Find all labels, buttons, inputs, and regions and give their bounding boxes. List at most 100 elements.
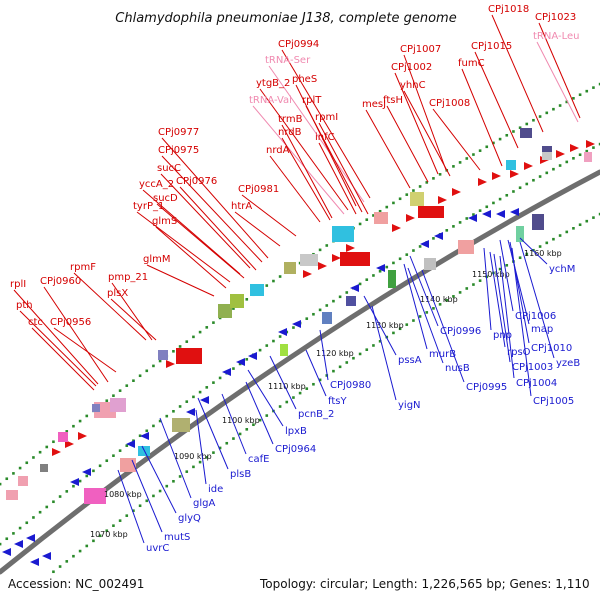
reverse-gene-arrow [82,468,91,476]
gene-feature-box [280,344,288,356]
outer-dot [198,330,202,334]
forward-gene-arrow [556,150,565,158]
middle-dot [258,348,262,352]
outer-leader-line [538,22,581,119]
inner-leader-line [403,263,428,350]
outer-gene-label: tyrP_1 [133,201,164,212]
outer-dot [32,456,35,459]
inner-dot [292,396,295,399]
inner-leader-line [197,397,229,470]
inner-dot [412,319,415,322]
inner-dot [125,514,129,517]
inner-dot [152,494,155,498]
forward-gene-arrow [452,188,461,196]
reverse-gene-arrow [496,210,505,218]
gene-features [2,128,595,566]
outer-dot [538,115,542,118]
outer-dot [272,279,275,283]
gene-feature-box [40,464,48,472]
inner-leader-line [195,409,207,485]
gene-feature-box [120,458,136,472]
inner-gene-label: uvrC [146,543,169,554]
label-leader-lines [13,14,581,544]
middle-dot [452,225,455,228]
outer-dot [485,145,489,149]
middle-dot [278,335,282,338]
inner-dot [578,223,582,227]
outer-leader-line [179,186,257,271]
inner-gene-label: lpxB [285,426,307,437]
outer-gene-label: CPj1018 [488,4,529,15]
outer-dot [112,394,115,397]
middle-dot [485,205,489,209]
outer-dot [232,307,235,310]
gene-feature-box [388,270,396,288]
gene-feature-box [506,160,516,170]
inner-dot [232,437,235,440]
inner-leader-line [159,417,192,499]
inner-leader-line [269,355,297,410]
outer-dot [38,450,42,454]
middle-dot [545,171,549,175]
middle-dot [525,182,529,186]
forward-gene-arrow [570,144,579,152]
middle-dot [418,245,422,248]
reverse-gene-arrow [14,540,23,548]
outer-dot [598,82,600,86]
middle-dot [538,175,542,178]
inner-gene-label: murB [429,349,456,360]
outer-dot [125,384,129,387]
gene-labels: CPj1018 CPj1023 tRNA-Leu CPj0994 tRNA-Ser CPj… [10,4,580,554]
outer-gene-label: fumC [458,58,485,69]
outer-leader-line [19,310,97,387]
inner-leader-line [141,445,177,514]
inner-gene-label: rpsO [507,347,531,358]
middle-dot [18,526,22,530]
outer-leader-line [318,142,357,215]
middle-dot [138,434,142,438]
inner-dot [145,499,149,503]
inner-gene-label: mutS [164,532,190,543]
outer-gene-label: tRNA-Leu [533,31,579,42]
outer-dot [532,118,535,122]
gene-feature-box [172,418,190,432]
outer-dot [185,340,189,343]
reverse-gene-arrow [140,432,149,440]
inner-dot [458,291,462,294]
inner-leader-line [507,239,530,325]
scale-tick-label: 1100 kbp [222,416,260,425]
outer-dot [0,482,2,486]
reverse-gene-arrow [236,358,245,366]
outer-dot [145,369,149,373]
middle-dot [332,299,335,303]
outer-leader-line [142,189,241,275]
inner-dot [178,475,182,478]
inner-dot [432,307,435,310]
middle-dot [472,213,475,216]
inner-dot [165,484,169,488]
middle-dot [518,186,522,190]
outer-gene-label: CPj1023 [535,12,576,23]
outer-leader-line [156,203,245,279]
inner-dot [392,331,395,335]
reverse-gene-arrow [510,208,519,216]
inner-leader-line [117,469,145,544]
scale-tick-label: 1080 kbp [104,490,142,499]
outer-leader-line [386,105,429,183]
middle-dot [38,510,42,514]
inner-gene-label: CPj0964 [275,444,316,455]
outer-leader-line [161,137,269,259]
outer-leader-line [155,226,227,289]
middle-dot [478,209,482,212]
gene-feature-box [284,262,296,274]
outer-gene-label: sucD [153,193,178,204]
outer-dot [372,214,375,217]
inner-leader-line [221,393,247,455]
scale-tick-label: 1070 kbp [90,530,128,539]
outer-gene-label: rpmI [315,112,338,123]
outer-dot [425,181,429,184]
outer-gene-label: CPj1008 [429,98,470,109]
outer-gene-label: pmp_21 [108,272,148,283]
inner-dot [218,446,222,450]
